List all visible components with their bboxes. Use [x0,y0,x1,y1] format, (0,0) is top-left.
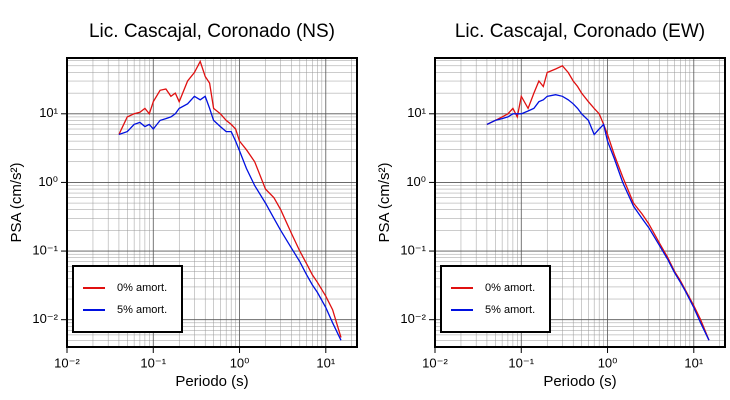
chart-title: Lic. Cascajal, Coronado (NS) [89,21,335,42]
plot-frame [434,57,726,348]
y-tick-label: 10⁻² [32,311,58,326]
y-axis-label: PSA (cm/s²) [376,162,393,242]
x-tick-label: 10⁰ [230,355,250,370]
panel: 10⁻² 10⁻¹ 10⁰ 10¹ 10⁻² 10⁻¹ 10⁰ 10¹ Lic. Cascaja… [376,21,726,390]
y-tick-label: 10¹ [407,105,426,120]
legend-box [72,265,183,333]
series-line [118,59,342,338]
series-line [486,94,710,341]
y-tick-label: 10⁰ [38,174,58,189]
legend-box [440,265,551,333]
plot-frame [66,57,358,348]
panel: 10⁻² 10⁻¹ 10⁰ 10¹ 10⁻² 10⁻¹ 10⁰ 10¹ Lic. Cascaja… [8,21,358,390]
legend-label: 0% amort. [117,282,167,294]
y-tick-label: 10⁰ [406,174,426,189]
x-tick-label: 10⁻² [54,355,80,370]
series-line [486,65,710,341]
x-tick-label: 10⁻¹ [508,355,534,370]
y-tick-label: 10⁻² [400,311,426,326]
x-tick-label: 10⁻² [422,355,448,370]
y-tick-label: 10¹ [39,105,58,120]
y-tick-label: 10⁻¹ [400,242,426,257]
legend-label: 5% amort. [117,304,167,316]
x-tick-label: 10¹ [316,355,335,370]
x-tick-label: 10⁰ [598,355,618,370]
chart-title: Lic. Cascajal, Coronado (EW) [455,21,705,42]
legend-label: 0% amort. [485,282,535,294]
series-line [118,95,342,341]
x-tick-label: 10⁻¹ [140,355,166,370]
x-axis-label: Periodo (s) [175,373,248,390]
y-axis-label: PSA (cm/s²) [8,162,25,242]
y-tick-label: 10⁻¹ [32,242,58,257]
legend-label: 5% amort. [485,304,535,316]
x-tick-label: 10¹ [684,355,703,370]
x-axis-label: Periodo (s) [543,373,616,390]
